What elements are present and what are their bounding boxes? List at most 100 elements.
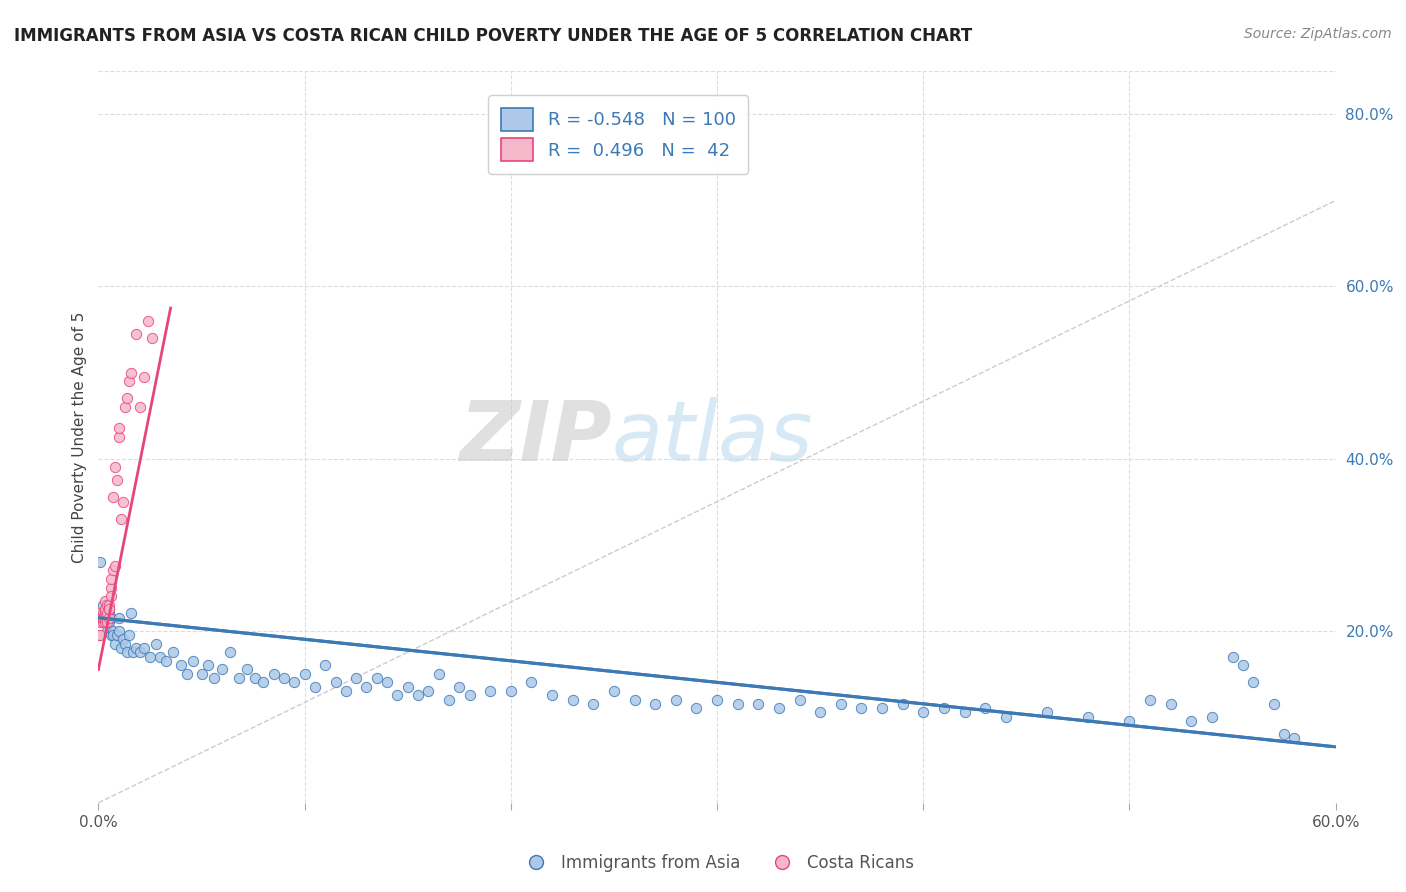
Point — [101, 628, 124, 642]
Point — [1272, 727, 1295, 741]
Point — [449, 680, 471, 694]
Point — [100, 572, 122, 586]
Point — [93, 611, 115, 625]
Point — [139, 649, 162, 664]
Point — [120, 366, 142, 380]
Point — [93, 602, 115, 616]
Point — [953, 706, 976, 720]
Point — [1201, 710, 1223, 724]
Text: ZIP: ZIP — [460, 397, 612, 477]
Point — [89, 607, 111, 621]
Point — [112, 632, 135, 647]
Point — [114, 637, 136, 651]
Point — [520, 675, 543, 690]
Point — [418, 684, 440, 698]
Point — [252, 675, 274, 690]
Point — [176, 666, 198, 681]
Point — [97, 615, 120, 629]
Point — [1263, 697, 1285, 711]
Point — [851, 701, 873, 715]
Point — [202, 671, 225, 685]
Point — [114, 400, 136, 414]
Point — [427, 666, 450, 681]
Point — [162, 645, 184, 659]
Point — [1077, 710, 1099, 724]
Point — [1036, 706, 1059, 720]
Point — [228, 671, 250, 685]
Point — [243, 671, 266, 685]
Point — [132, 640, 155, 655]
Point — [104, 559, 127, 574]
Point — [96, 598, 118, 612]
Point — [118, 374, 141, 388]
Point — [89, 555, 111, 569]
Point — [283, 675, 305, 690]
Point — [808, 706, 831, 720]
Point — [974, 701, 997, 715]
Point — [891, 697, 914, 711]
Point — [100, 589, 122, 603]
Point — [541, 688, 564, 702]
Point — [830, 697, 852, 711]
Point — [155, 654, 177, 668]
Point — [211, 662, 233, 676]
Point — [294, 666, 316, 681]
Point — [912, 706, 935, 720]
Text: atlas: atlas — [612, 397, 814, 477]
Point — [458, 688, 481, 702]
Point — [93, 611, 115, 625]
Point — [128, 645, 150, 659]
Point — [1241, 675, 1264, 690]
Point — [89, 628, 111, 642]
Point — [110, 512, 132, 526]
Point — [747, 697, 769, 711]
Text: Source: ZipAtlas.com: Source: ZipAtlas.com — [1244, 27, 1392, 41]
Point — [396, 680, 419, 694]
Point — [93, 615, 115, 629]
Point — [96, 615, 118, 629]
Point — [623, 692, 645, 706]
Point — [170, 658, 193, 673]
Point — [91, 607, 114, 621]
Point — [96, 607, 118, 621]
Point — [644, 697, 666, 711]
Point — [136, 314, 159, 328]
Y-axis label: Child Poverty Under the Age of 5: Child Poverty Under the Age of 5 — [72, 311, 87, 563]
Point — [118, 628, 141, 642]
Point — [406, 688, 429, 702]
Point — [1118, 714, 1140, 728]
Point — [219, 645, 242, 659]
Point — [97, 611, 120, 625]
Point — [181, 654, 204, 668]
Point — [145, 637, 167, 651]
Point — [124, 640, 146, 655]
Point — [91, 615, 114, 629]
Point — [706, 692, 728, 706]
Point — [91, 611, 114, 625]
Point — [93, 593, 115, 607]
Point — [96, 624, 118, 638]
Point — [685, 701, 707, 715]
Point — [387, 688, 409, 702]
Point — [89, 611, 111, 625]
Point — [91, 598, 114, 612]
Point — [128, 400, 150, 414]
Point — [132, 369, 155, 384]
Point — [112, 494, 135, 508]
Point — [870, 701, 893, 715]
Point — [104, 460, 127, 475]
Point — [97, 602, 120, 616]
Point — [101, 624, 124, 638]
Point — [110, 640, 132, 655]
Point — [97, 607, 120, 621]
Point — [100, 628, 122, 642]
Point — [108, 624, 131, 638]
Point — [768, 701, 790, 715]
Point — [273, 671, 295, 685]
Point — [141, 331, 163, 345]
Point — [100, 581, 122, 595]
Point — [932, 701, 955, 715]
Point — [101, 491, 124, 505]
Point — [197, 658, 219, 673]
Point — [120, 607, 142, 621]
